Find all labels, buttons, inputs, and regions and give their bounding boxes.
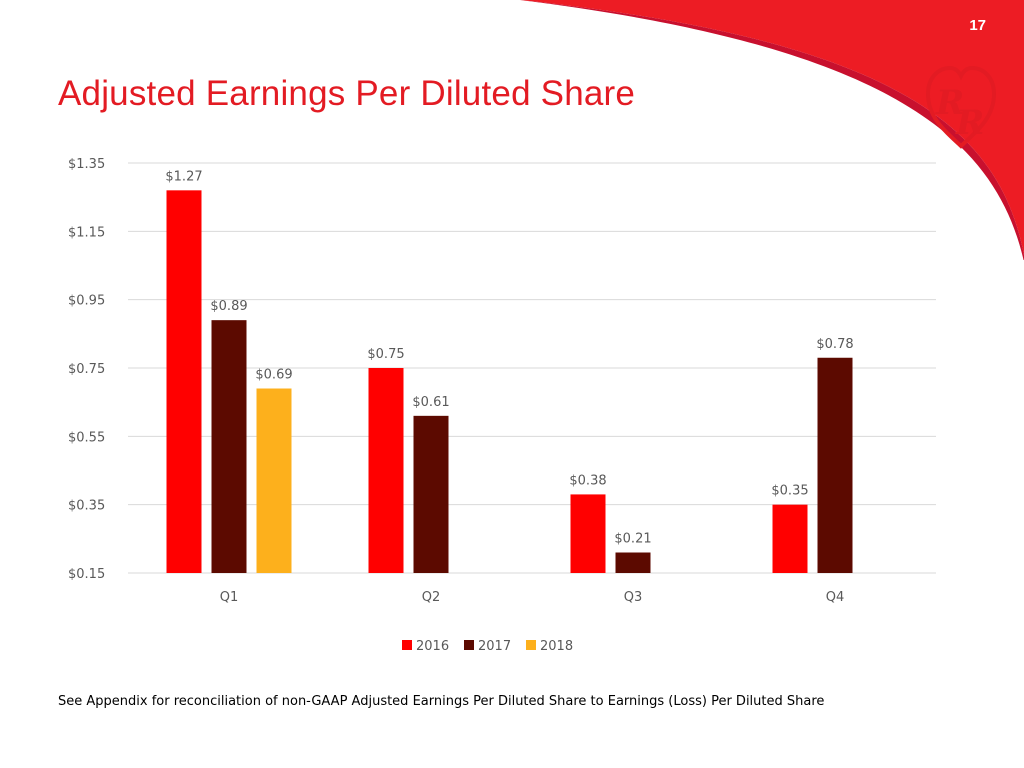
legend-label: 2016: [416, 639, 449, 654]
y-tick-label: $0.95: [68, 294, 105, 309]
legend-swatch: [464, 640, 474, 650]
eps-bar-chart: $0.15 $0.35 $0.55 $0.75 $0.95 $1.15 $1.35 $1.2…: [68, 157, 936, 654]
data-label: $0.61: [412, 395, 449, 410]
y-tick-label: $0.55: [68, 430, 105, 445]
bar-q4-2016: [772, 504, 808, 573]
gridlines: [128, 162, 936, 574]
bar-q1-2017: [211, 320, 247, 573]
data-label: $1.27: [165, 169, 202, 184]
data-label: $0.21: [614, 532, 651, 547]
page-number: 17: [969, 17, 986, 34]
footnote: See Appendix for reconciliation of non-G…: [58, 694, 825, 709]
data-label: $0.38: [569, 473, 606, 488]
data-label: $0.78: [816, 337, 853, 352]
header-swoosh: [520, 0, 1024, 260]
x-tick-label: Q2: [422, 590, 441, 605]
bar-q1-2018: [256, 388, 292, 573]
bar-q1-2016: [166, 190, 202, 574]
page-title: Adjusted Earnings Per Diluted Share: [58, 74, 636, 113]
x-tick-label: Q1: [220, 590, 239, 605]
data-label: $0.35: [771, 484, 808, 499]
x-tick-label: Q3: [624, 590, 643, 605]
bars: [166, 190, 853, 574]
svg-text:R: R: [955, 103, 984, 143]
y-axis-ticks: $0.15 $0.35 $0.55 $0.75 $0.95 $1.15 $1.35: [68, 157, 105, 582]
bar-q3-2016: [570, 494, 606, 573]
legend-swatch: [526, 640, 536, 650]
y-tick-label: $0.75: [68, 362, 105, 377]
svg-text:R: R: [935, 83, 964, 123]
data-label: $0.75: [367, 347, 404, 362]
legend-label: 2018: [540, 639, 573, 654]
data-label: $0.69: [255, 368, 292, 383]
legend-swatch: [402, 640, 412, 650]
y-tick-label: $1.35: [68, 157, 105, 172]
legend-label: 2017: [478, 639, 511, 654]
x-axis-ticks: Q1 Q2 Q3 Q4: [220, 590, 845, 605]
x-tick-label: Q4: [826, 590, 845, 605]
rr-logo-icon: R R: [925, 65, 997, 149]
legend: 2016 2017 2018: [402, 639, 573, 654]
y-tick-label: $0.35: [68, 499, 105, 514]
bar-q4-2017: [817, 357, 853, 573]
bar-q3-2017: [615, 552, 651, 573]
data-labels: $1.27 $0.89 $0.69 $0.75 $0.61 $0.38 $0.21 $0.35…: [165, 169, 853, 546]
bar-q2-2017: [413, 415, 449, 573]
bar-q2-2016: [368, 368, 404, 573]
y-tick-label: $0.15: [68, 567, 105, 582]
data-label: $0.89: [210, 299, 247, 314]
y-tick-label: $1.15: [68, 225, 105, 240]
